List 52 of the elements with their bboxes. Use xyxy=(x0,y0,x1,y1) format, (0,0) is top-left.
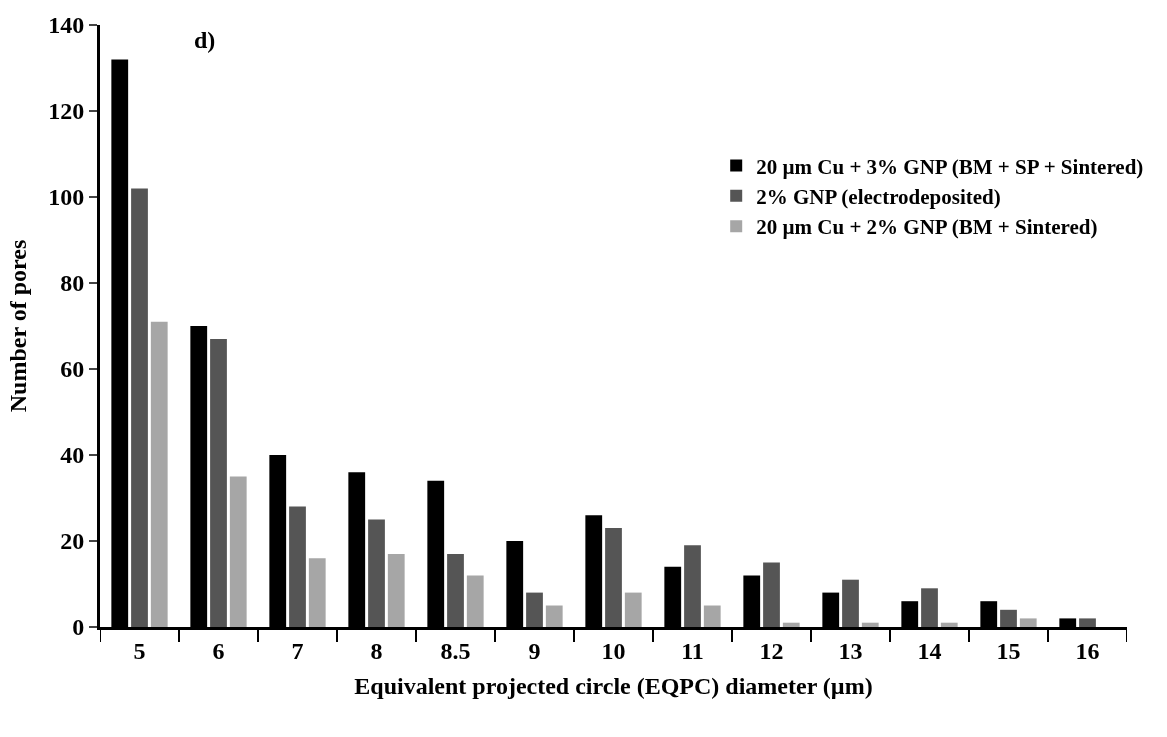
x-tick-label: 9 xyxy=(528,637,541,664)
bar xyxy=(545,605,563,627)
bar xyxy=(308,558,326,627)
bar xyxy=(1019,618,1037,627)
x-tick-label: 6 xyxy=(212,637,225,664)
bar xyxy=(861,622,879,627)
bar xyxy=(782,622,800,627)
bar xyxy=(368,519,385,627)
bar xyxy=(447,553,464,627)
bar xyxy=(921,588,938,627)
x-tick-label: 8.5 xyxy=(440,637,471,664)
x-tick-label: 8 xyxy=(370,637,383,664)
bar xyxy=(1000,609,1017,627)
x-tick-label: 11 xyxy=(681,637,704,664)
x-tick-label: 13 xyxy=(838,637,863,664)
y-axis-title: Number of pores xyxy=(5,239,32,413)
x-tick-label: 15 xyxy=(996,637,1021,664)
x-axis-title: Equivalent projected circle (EQPC) diameter (µm) xyxy=(354,673,873,700)
bar xyxy=(624,592,642,627)
y-tick-label: 100 xyxy=(48,184,85,211)
bar xyxy=(289,506,306,627)
bar xyxy=(210,338,227,627)
bar xyxy=(1079,618,1096,627)
x-tick-label: 16 xyxy=(1075,637,1100,664)
annotation: d) xyxy=(194,27,216,53)
y-tick-label: 40 xyxy=(60,442,85,469)
x-tick-label: 10 xyxy=(601,637,626,664)
y-tick-label: 80 xyxy=(60,270,85,297)
x-tick-label: 14 xyxy=(917,637,942,664)
y-tick-label: 0 xyxy=(72,614,85,641)
bar xyxy=(684,545,701,627)
y-tick-label: 60 xyxy=(60,356,85,383)
x-tick-label: 12 xyxy=(759,637,784,664)
bar xyxy=(763,562,780,627)
bar xyxy=(466,575,484,627)
bar xyxy=(526,592,543,627)
legend-label: 2% GNP (electrodeposited) xyxy=(756,185,1001,210)
bar xyxy=(940,622,958,627)
bar xyxy=(150,321,168,627)
y-tick-label: 120 xyxy=(48,98,85,125)
bar xyxy=(703,605,721,627)
bar xyxy=(842,579,859,627)
x-tick-label: 5 xyxy=(133,637,146,664)
bar xyxy=(387,553,405,627)
bar xyxy=(131,188,148,627)
x-tick-label: 7 xyxy=(291,637,304,664)
bar xyxy=(229,476,247,627)
legend-label: 20 µm Cu + 3% GNP (BM + SP + Sintered) xyxy=(756,154,1144,179)
bar xyxy=(605,528,622,627)
y-tick-label: 20 xyxy=(60,528,85,555)
y-tick-label: 140 xyxy=(48,12,85,39)
legend-label: 20 µm Cu + 2% GNP (BM + Sintered) xyxy=(756,215,1098,240)
